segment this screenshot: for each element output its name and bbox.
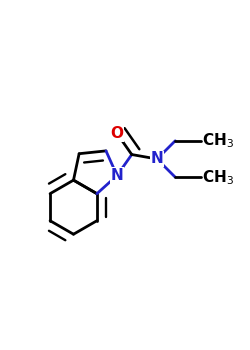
Text: CH$_3$: CH$_3$ (202, 132, 234, 150)
Text: N: N (151, 152, 164, 167)
Text: N: N (111, 168, 124, 183)
Text: O: O (110, 126, 124, 141)
Text: CH$_3$: CH$_3$ (202, 168, 234, 187)
